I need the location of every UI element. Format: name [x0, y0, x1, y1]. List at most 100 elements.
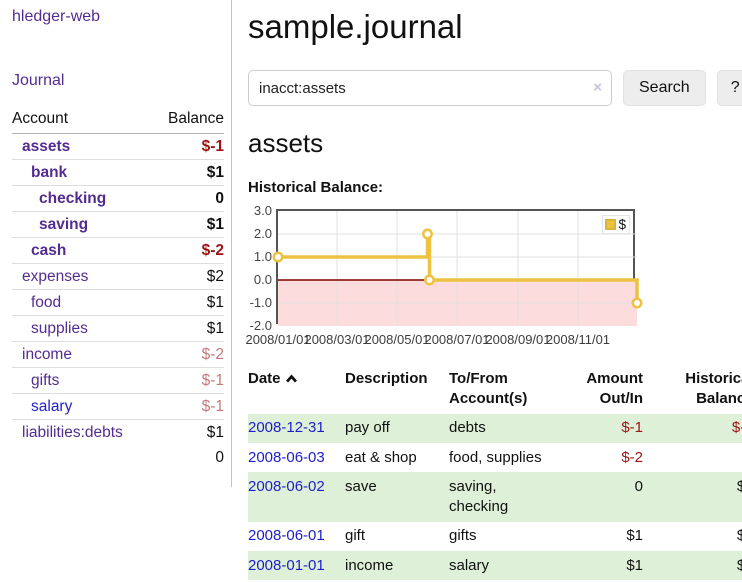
account-row: food $1 — [12, 289, 224, 316]
sidebar-account-link[interactable]: food — [31, 293, 62, 311]
column-header-description: Description — [345, 370, 428, 387]
x-tick-label: 2008/03/01 — [304, 332, 370, 347]
sidebar: hledger-web Journal Account Balance asse… — [0, 0, 232, 487]
sidebar-account-link[interactable]: assets — [22, 137, 71, 155]
transaction-balance: $1 — [736, 556, 742, 574]
transaction-amount: $1 — [626, 527, 643, 545]
account-row: salary $-1 — [12, 393, 224, 420]
account-balance: 0 — [152, 185, 224, 212]
transaction-accounts: saving, checking — [449, 477, 509, 516]
transaction-balance: $2 — [736, 527, 742, 545]
account-balance: $2 — [152, 263, 224, 290]
accounts-total-row: 0 — [12, 445, 224, 471]
register-row[interactable]: 2008-06-02 save saving, checking 0 $2 — [248, 472, 742, 522]
transaction-accounts: food, supplies — [449, 448, 542, 466]
transaction-date-link[interactable]: 2008-01-01 — [248, 556, 325, 574]
page-title: sample.journal — [248, 8, 463, 45]
sidebar-account-link[interactable]: salary — [31, 397, 73, 415]
account-row: gifts $-1 — [12, 367, 224, 394]
sidebar-account-link[interactable]: income — [22, 345, 72, 363]
y-tick-label: 0.0 — [253, 272, 272, 287]
transaction-date-link[interactable]: 2008-06-03 — [248, 448, 325, 466]
transaction-balance: $2 — [736, 477, 742, 495]
account-balance: $-2 — [152, 341, 224, 368]
account-row: supplies $1 — [12, 315, 224, 342]
y-tick-label: 2.0 — [253, 226, 272, 241]
account-row: expenses $2 — [12, 263, 224, 290]
accounts-table: Account Balance assets $-1 bank $1 checking 0… — [12, 107, 224, 471]
chart-legend: $ — [602, 215, 630, 234]
accounts-total-value: 0 — [215, 449, 224, 466]
transaction-date-link[interactable]: 2008-06-02 — [248, 477, 325, 495]
transaction-accounts: debts — [449, 419, 486, 437]
register-table: Date Description To/From Account(s) Amou… — [248, 367, 742, 581]
sidebar-account-link[interactable]: liabilities:debts — [22, 423, 123, 441]
account-balance: $-1 — [201, 137, 224, 155]
transaction-date-link[interactable]: 2008-06-01 — [248, 527, 325, 545]
register-table-body: 2008-12-31 pay off debts $-1 $-1 2008-06-03 ea… — [248, 413, 742, 581]
sidebar-account-link[interactable]: bank — [31, 163, 68, 181]
search-form: × Search ? — [248, 70, 742, 106]
sidebar-account-link[interactable]: checking — [39, 189, 107, 207]
column-header-date[interactable]: Date — [248, 367, 345, 414]
accounts-table-body: assets $-1 bank $1 checking 0 saving $1 cash $-2 e… — [12, 134, 224, 445]
brand-link[interactable]: hledger-web — [12, 8, 101, 25]
transaction-description: save — [345, 477, 377, 495]
transaction-amount: 0 — [634, 477, 643, 495]
chart-plot[interactable]: $ 3.0 2.0 1.0 0.0 -1.0 -2.0 2008/01/01 2008/03… — [245, 203, 643, 347]
search-input[interactable] — [248, 70, 612, 106]
sidebar-account-link[interactable]: expenses — [22, 267, 89, 285]
main-content: sample.journal × Search ? assets Histori… — [232, 0, 742, 581]
column-header-balance: Historical Balance — [685, 370, 742, 407]
account-balance: $1 — [152, 211, 224, 238]
x-tick-label: 2008/07/01 — [424, 332, 490, 347]
y-tick-label: 1.0 — [253, 249, 272, 264]
legend-swatch-icon — [605, 219, 617, 230]
accounts-header-balance: Balance — [152, 107, 224, 134]
search-button[interactable]: Search — [623, 70, 706, 106]
register-row[interactable]: 2008-01-01 income salary $1 $1 — [248, 551, 742, 581]
account-heading: assets — [248, 128, 324, 158]
account-balance: $-2 — [152, 237, 224, 264]
transaction-description: pay off — [345, 419, 390, 437]
account-row: saving $1 — [12, 211, 224, 238]
account-balance: $1 — [152, 159, 224, 186]
column-header-amount: Amount Out/In — [586, 370, 643, 407]
account-row: income $-2 — [12, 341, 224, 368]
sort-asc-icon — [285, 371, 298, 388]
register-row[interactable]: 2008-06-01 gift gifts $1 $2 — [248, 522, 742, 551]
x-tick-label: 2008/11/01 — [545, 332, 611, 347]
sidebar-account-link[interactable]: saving — [39, 215, 89, 233]
transaction-balance: $-1 — [731, 419, 742, 437]
legend-label: $ — [618, 217, 626, 232]
account-balance: $1 — [152, 315, 224, 342]
transaction-accounts: salary — [449, 556, 490, 574]
chart-label: Historical Balance: — [248, 179, 384, 196]
sidebar-account-link[interactable]: cash — [31, 241, 67, 259]
transaction-date-link[interactable]: 2008-12-31 — [248, 419, 325, 437]
account-row: checking 0 — [12, 185, 224, 212]
column-header-accounts: To/From Account(s) — [449, 370, 528, 407]
accounts-header-row: Account Balance — [12, 107, 224, 134]
x-tick-label: 2008/05/01 — [364, 332, 430, 347]
account-row: assets $-1 — [12, 134, 224, 160]
sidebar-account-link[interactable]: gifts — [31, 371, 60, 389]
clear-search-icon[interactable]: × — [593, 79, 602, 96]
accounts-header-account: Account — [12, 107, 153, 134]
account-row: cash $-2 — [12, 237, 224, 264]
sidebar-item-journal[interactable]: Journal — [12, 72, 65, 89]
help-button[interactable]: ? — [716, 70, 742, 106]
historical-balance-chart: $ 3.0 2.0 1.0 0.0 -1.0 -2.0 2008/01/01 2008/03… — [245, 203, 742, 367]
sidebar-account-link[interactable]: supplies — [31, 319, 88, 337]
account-row: liabilities:debts $1 — [12, 419, 224, 445]
register-row[interactable]: 2008-12-31 pay off debts $-1 $-1 — [248, 413, 742, 444]
chart-canvas — [272, 211, 643, 326]
account-balance: $1 — [152, 289, 224, 316]
date-header-label: Date — [248, 370, 281, 387]
transaction-amount: $-2 — [621, 448, 643, 466]
account-balance: $-1 — [152, 393, 224, 420]
y-tick-label: -2.0 — [249, 318, 272, 333]
account-balance: $-1 — [152, 367, 224, 394]
